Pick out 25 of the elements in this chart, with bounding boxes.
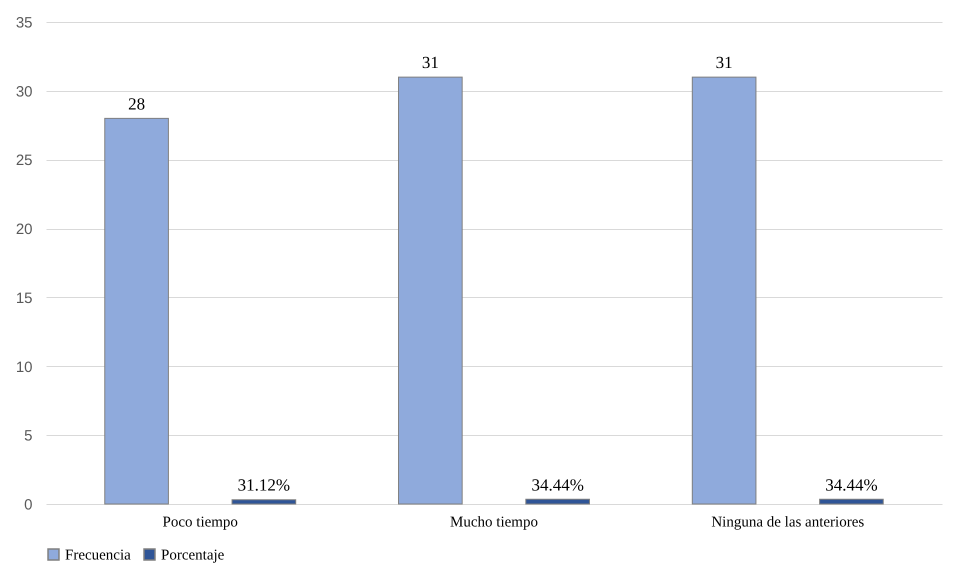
y-tick-label: 5	[24, 428, 32, 445]
data-label: 28	[128, 94, 146, 114]
data-label: 34.44%	[531, 475, 584, 494]
x-tick-label: Poco tiempo	[162, 514, 238, 530]
legend-label: Porcentaje	[161, 548, 225, 564]
bar	[398, 76, 463, 504]
y-tick-label: 35	[16, 14, 32, 32]
data-label: 34.44%	[825, 475, 878, 494]
x-tick-label: Ninguna de las anteriores	[711, 514, 864, 530]
bar	[525, 498, 590, 504]
legend-label: Frecuencia	[65, 548, 132, 564]
y-tick-label: 25	[16, 152, 32, 170]
y-tick-label: 0	[24, 496, 32, 514]
data-label: 31	[422, 53, 439, 72]
data-label: 31	[716, 53, 733, 72]
x-tick-label: Mucho tiempo	[450, 514, 538, 530]
y-tick-label: 30	[16, 83, 32, 100]
bar	[692, 76, 756, 504]
data-label: 31.12%	[238, 476, 290, 495]
bar	[104, 118, 169, 504]
y-tick-label: 20	[16, 221, 32, 238]
bar	[819, 498, 884, 504]
bar	[232, 499, 296, 504]
y-tick-label: 10	[16, 358, 32, 376]
y-tick-label: 15	[16, 290, 32, 307]
